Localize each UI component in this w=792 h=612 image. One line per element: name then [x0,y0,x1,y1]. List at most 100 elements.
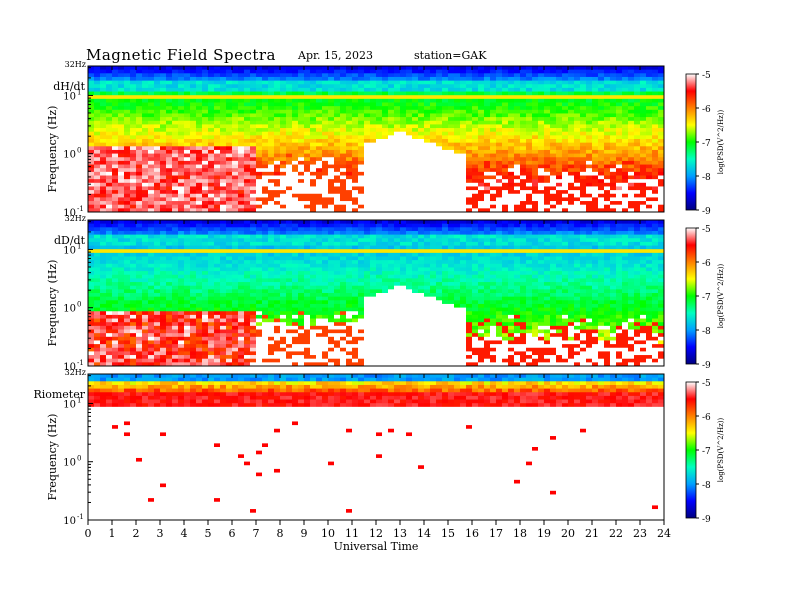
heatmap-cell [112,168,119,173]
heatmap-cell [316,66,323,71]
heatmap-cell [508,95,515,100]
heatmap-cell [430,160,437,165]
heatmap-cell [166,193,173,198]
heatmap-cell [502,160,509,165]
heatmap-cell [196,197,203,202]
heatmap-cell [526,201,533,206]
heatmap-cell [640,109,647,114]
heatmap-cell [634,73,641,78]
heatmap-cell [622,66,629,71]
heatmap-cell [454,146,461,151]
heatmap-cell [472,201,479,206]
heatmap-cell [274,164,281,169]
heatmap-cell [370,179,377,184]
heatmap-cell [358,197,365,202]
heatmap-cell [310,102,317,107]
heatmap-cell [274,128,281,133]
heatmap-cell [124,362,131,367]
heatmap-cell [460,95,467,100]
heatmap-cell [424,66,431,71]
heatmap-cell [274,201,281,206]
heatmap-cell [148,204,155,209]
heatmap-cell [436,131,443,136]
heatmap-cell [586,201,593,206]
heatmap-cell [106,274,113,279]
heatmap-cell [484,117,491,122]
heatmap-cell [370,149,377,154]
heatmap-cell [100,340,107,345]
heatmap-cell [580,84,587,89]
heatmap-cell [184,124,191,129]
heatmap-cell [262,128,269,133]
heatmap-cell [460,124,467,129]
heatmap-cell [112,333,119,338]
heatmap-cell [250,201,257,206]
heatmap-cell [190,73,197,78]
heatmap-cell [256,168,263,173]
heatmap-cell [520,95,527,100]
heatmap-cell [562,208,569,213]
heatmap-cell [136,318,143,323]
heatmap-cell [268,142,275,147]
heatmap-cell [646,131,653,136]
heatmap-cell [484,80,491,85]
heatmap-cell [184,256,191,261]
heatmap-cell [112,256,119,261]
heatmap-cell [166,190,173,195]
heatmap-cell [394,76,401,81]
heatmap-cell [454,76,461,81]
heatmap-cell [238,186,245,191]
heatmap-cell [148,256,155,261]
heatmap-cell [418,164,425,169]
heatmap-cell [166,204,173,209]
heatmap-cell [322,175,329,180]
heatmap-cell [526,175,533,180]
heatmap-cell [280,124,287,129]
heatmap-cell [208,220,215,225]
heatmap-cell [574,193,581,198]
heatmap-cell [238,80,245,85]
heatmap-cell [388,139,395,144]
heatmap-cell [220,303,227,308]
heatmap-cell [178,355,185,360]
heatmap-cell [382,197,389,202]
heatmap-cell [220,344,227,349]
heatmap-cell [460,204,467,209]
heatmap-cell [100,142,107,147]
heatmap-cell [472,164,479,169]
heatmap-cell [496,157,503,162]
heatmap-cell [220,98,227,103]
heatmap-cell [574,135,581,140]
heatmap-cell [226,149,233,154]
heatmap-cell [340,80,347,85]
heatmap-cell [184,190,191,195]
heatmap-cell [328,98,335,103]
heatmap-cell [226,238,233,243]
heatmap-cell [208,171,215,176]
heatmap-cell [352,135,359,140]
heatmap-cell [442,120,449,125]
heatmap-cell [376,124,383,129]
heatmap-cell [196,128,203,133]
heatmap-cell [334,87,341,92]
heatmap-cell [112,193,119,198]
heatmap-cell [172,289,179,294]
heatmap-cell [280,175,287,180]
heatmap-cell [346,179,353,184]
heatmap-cell [118,249,125,254]
heatmap-cell [190,220,197,225]
heatmap-cell [490,69,497,74]
heatmap-cell [148,91,155,96]
heatmap-cell [208,168,215,173]
heatmap-cell [418,113,425,118]
heatmap-cell [226,69,233,74]
heatmap-cell [634,139,641,144]
heatmap-cell [220,355,227,360]
heatmap-cell [148,358,155,363]
heatmap-cell [532,190,539,195]
heatmap-cell [136,146,143,151]
heatmap-cell [226,106,233,111]
heatmap-cell [658,153,665,158]
heatmap-cell [148,227,155,232]
heatmap-cell [94,149,101,154]
